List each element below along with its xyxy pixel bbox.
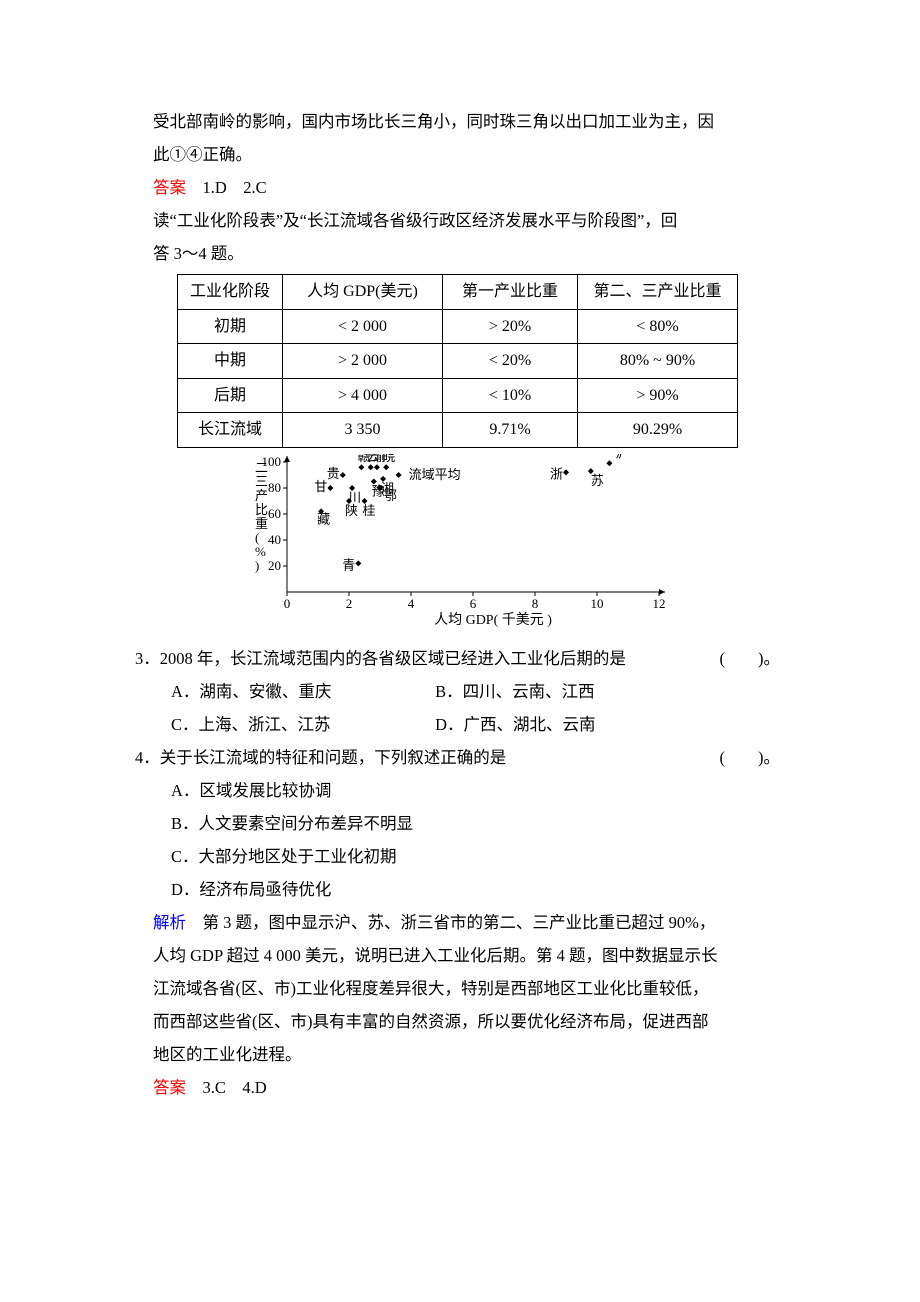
- intro-paragraph: 受北部南岭的影响，国内市场比长三角小，同时珠三角以出口加工业为主，因 此①④正确…: [135, 105, 780, 171]
- q4-opt-b: B．人文要素空间分布差异不明显: [135, 807, 780, 840]
- svg-text:青: 青: [342, 557, 355, 572]
- svg-text:12: 12: [652, 596, 665, 611]
- table-cell: < 80%: [578, 309, 738, 344]
- table-header: 工业化阶段: [178, 275, 283, 310]
- svg-text:桂: 桂: [362, 503, 375, 518]
- table-cell: < 10%: [443, 378, 578, 413]
- answer-label-34: 答案: [153, 1078, 186, 1097]
- svg-text:湘: 湘: [381, 481, 394, 496]
- q4-opt-c: C．大部分地区处于工业化初期: [135, 840, 780, 873]
- answer-text: 1.D 2.C: [186, 178, 267, 197]
- svg-text:流域平均: 流域平均: [408, 467, 460, 482]
- svg-text:60: 60: [268, 506, 281, 521]
- explain-l5: 地区的工业化进程。: [153, 1045, 302, 1064]
- answer-label: 答案: [153, 178, 186, 197]
- table-row: 后期> 4 000< 10%> 90%: [178, 378, 738, 413]
- answer-block-12: 答案 1.D 2.C: [135, 171, 780, 204]
- table-cell: > 4 000: [283, 378, 443, 413]
- intro-line1: 受北部南岭的影响，国内市场比长三角小，同时珠三角以出口加工业为主，因: [153, 112, 714, 131]
- q4-opt-a: A．区域发展比较协调: [135, 774, 780, 807]
- svg-text:藏: 藏: [317, 511, 330, 526]
- svg-text:贵: 贵: [326, 466, 339, 481]
- q3-opt-c: C．上海、浙江、江苏: [171, 708, 431, 741]
- explain-block: 解析 第 3 题，图中显示沪、苏、浙三省市的第二、三产业比重已超过 90%， 人…: [135, 906, 780, 1071]
- answer-block-34: 答案 3.C 4.D: [135, 1071, 780, 1104]
- table-cell: < 2 000: [283, 309, 443, 344]
- table-cell: > 20%: [443, 309, 578, 344]
- table-header: 第二、三产业比重: [578, 275, 738, 310]
- svg-text:三: 三: [255, 474, 268, 489]
- svg-text:): ): [255, 558, 259, 573]
- q3-options-row2: C．上海、浙江、江苏 D．广西、湖北、云南: [135, 708, 780, 741]
- svg-text:10: 10: [590, 596, 603, 611]
- svg-text:%: %: [255, 544, 266, 559]
- explain-l1: 第 3 题，图中显示沪、苏、浙三省市的第二、三产业比重已超过 90%，: [186, 913, 715, 932]
- svg-text:80: 80: [268, 480, 281, 495]
- q4-stem-left: 4．关于长江流域的特征和问题，下列叙述正确的是: [135, 741, 506, 774]
- svg-text:二: 二: [255, 460, 268, 475]
- svg-text:40: 40: [268, 532, 281, 547]
- svg-text:重: 重: [255, 516, 268, 531]
- q3-blank: ( )。: [720, 642, 781, 675]
- explain-l4: 而西部这些省(区、市)具有丰富的自然资源，所以要优化经济布局，促进西部: [153, 1012, 709, 1031]
- explain-l3: 江流域各省(区、市)工业化程度差异很大，特别是西部地区工业化比重较低，: [153, 979, 709, 998]
- lead-34: 读“工业化阶段表”及“长江流域各省级行政区经济发展水平与阶段图”，回 答 3～4…: [135, 204, 780, 270]
- svg-text:苏: 苏: [590, 473, 603, 488]
- table-cell: < 20%: [443, 344, 578, 379]
- svg-text:沪: 沪: [615, 454, 628, 460]
- svg-text:浙: 浙: [550, 466, 563, 481]
- svg-text:人均 GDP( 千美元 ): 人均 GDP( 千美元 ): [434, 612, 552, 628]
- table-cell: > 2 000: [283, 344, 443, 379]
- table-cell: > 90%: [578, 378, 738, 413]
- svg-text:8: 8: [531, 596, 538, 611]
- q3-opt-a: A．湖南、安徽、重庆: [171, 675, 431, 708]
- svg-text:(: (: [255, 530, 259, 545]
- svg-text:陕: 陕: [345, 503, 358, 518]
- svg-text:4: 4: [407, 596, 414, 611]
- q3-opt-b: B．四川、云南、江西: [435, 675, 695, 708]
- table-cell: 中期: [178, 344, 283, 379]
- table-cell: 后期: [178, 378, 283, 413]
- table-cell: 初期: [178, 309, 283, 344]
- table-header: 第一产业比重: [443, 275, 578, 310]
- svg-text:甘: 甘: [314, 479, 327, 494]
- q3-stem: 3．2008 年，长江流域范围内的各省级区域已经进入工业化后期的是 ( )。: [135, 642, 780, 675]
- svg-text:0: 0: [283, 596, 290, 611]
- answer-text-34: 3.C 4.D: [186, 1078, 267, 1097]
- svg-text:2: 2: [345, 596, 352, 611]
- q3-opt-d: D．广西、湖北、云南: [435, 708, 695, 741]
- explain-l2: 人均 GDP 超过 4 000 美元，说明已进入工业化后期。第 4 题，图中数据…: [153, 946, 718, 965]
- table-row: 长江流域3 3509.71%90.29%: [178, 413, 738, 448]
- explain-label: 解析: [153, 913, 186, 932]
- lead-line2: 答 3～4 题。: [153, 244, 244, 263]
- scatter-chart: 02468101220406080100人均 GDP( 千美元 )二三产比重(%…: [243, 454, 673, 640]
- q3-stem-left: 3．2008 年，长江流域范围内的各省级区域已经进入工业化后期的是: [135, 642, 626, 675]
- industrial-stage-table: 工业化阶段人均 GDP(美元)第一产业比重第二、三产业比重初期< 2 000> …: [177, 274, 738, 448]
- table-row: 初期< 2 000> 20%< 80%: [178, 309, 738, 344]
- lead-line1: 读“工业化阶段表”及“长江流域各省级行政区经济发展水平与阶段图”，回: [153, 211, 677, 230]
- table-header: 人均 GDP(美元): [283, 275, 443, 310]
- svg-text:皖: 皖: [382, 454, 395, 464]
- table-cell: 90.29%: [578, 413, 738, 448]
- svg-text:6: 6: [469, 596, 476, 611]
- q4-opt-d: D．经济布局亟待优化: [135, 873, 780, 906]
- table-cell: 3 350: [283, 413, 443, 448]
- table-cell: 长江流域: [178, 413, 283, 448]
- svg-text:20: 20: [268, 558, 281, 573]
- intro-line2: 此①④正确。: [153, 145, 252, 164]
- svg-text:川: 川: [348, 490, 361, 505]
- q3-options-row1: A．湖南、安徽、重庆 B．四川、云南、江西: [135, 675, 780, 708]
- q4-blank: ( )。: [720, 741, 781, 774]
- q4-stem: 4．关于长江流域的特征和问题，下列叙述正确的是 ( )。: [135, 741, 780, 774]
- svg-text:比: 比: [255, 502, 268, 517]
- table-cell: 80% ~ 90%: [578, 344, 738, 379]
- svg-text:产: 产: [255, 488, 268, 503]
- table-row: 中期> 2 000< 20%80% ~ 90%: [178, 344, 738, 379]
- table-cell: 9.71%: [443, 413, 578, 448]
